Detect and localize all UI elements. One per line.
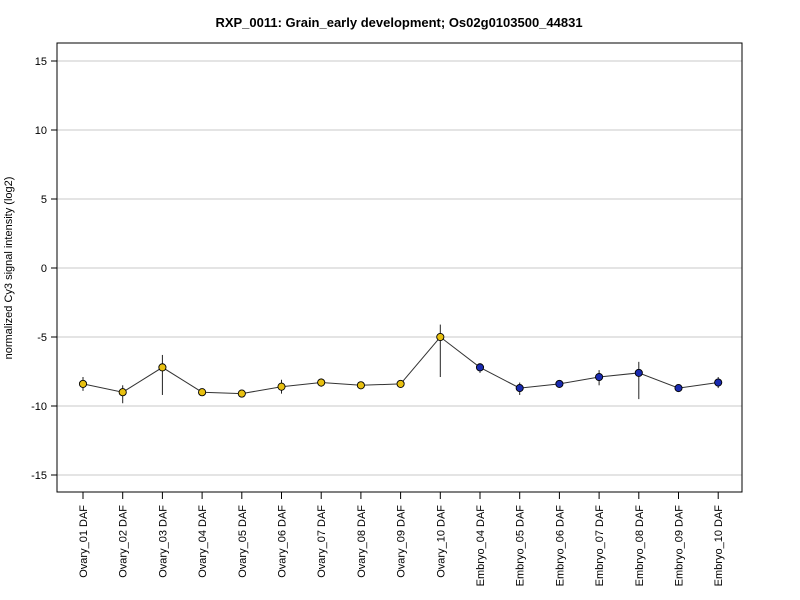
- x-tick-label: Ovary_04 DAF: [197, 505, 209, 578]
- x-tick-label: Ovary_07 DAF: [316, 505, 328, 578]
- data-point: [475, 363, 485, 372]
- data-point: [198, 388, 207, 397]
- data-point: [595, 372, 604, 382]
- data-point: [396, 379, 405, 388]
- x-tick-label: Embryo_06 DAF: [554, 505, 566, 587]
- x-tick-label: Embryo_07 DAF: [594, 505, 606, 587]
- y-tick-label: 5: [41, 194, 47, 206]
- y-tick-label: -10: [31, 401, 47, 413]
- x-tick-label: Ovary_06 DAF: [277, 505, 289, 578]
- y-tick-label: -5: [37, 332, 47, 344]
- x-tick-label: Embryo_09 DAF: [674, 505, 686, 587]
- y-tick-label: -15: [31, 470, 47, 482]
- x-tick-label: Embryo_05 DAF: [515, 505, 527, 587]
- data-point: [674, 384, 683, 393]
- chart-title: RXP_0011: Grain_early development; Os02g…: [215, 15, 582, 30]
- data-point: [317, 378, 326, 387]
- x-tick-label: Embryo_10 DAF: [713, 505, 725, 587]
- data-point: [158, 363, 167, 372]
- x-tick-label: Ovary_03 DAF: [157, 505, 169, 578]
- x-tick-label: Embryo_08 DAF: [634, 505, 646, 587]
- y-tick-label: 10: [35, 125, 47, 137]
- x-tick-label: Ovary_10 DAF: [435, 505, 447, 578]
- y-tick-label: 0: [41, 263, 47, 275]
- data-point: [634, 368, 643, 377]
- data-point: [714, 378, 723, 387]
- data-point: [356, 381, 365, 390]
- data-point: [237, 389, 246, 398]
- data-point: [277, 382, 286, 391]
- data-point: [515, 384, 524, 393]
- x-tick-label: Ovary_09 DAF: [396, 505, 408, 578]
- y-axis: 15 10 5 0 -5 -10 -15: [31, 56, 57, 482]
- x-tick-label: Ovary_05 DAF: [237, 505, 249, 578]
- series: [78, 324, 723, 404]
- x-tick-label: Ovary_01 DAF: [78, 505, 90, 578]
- data-point: [118, 388, 127, 397]
- y-axis-label: normalized Cy3 signal intensity (log2): [3, 177, 15, 360]
- x-tick-label: Ovary_02 DAF: [118, 505, 130, 578]
- x-tick-label: Embryo_04 DAF: [475, 505, 487, 587]
- x-axis: Ovary_01 DAF Ovary_02 DAF Ovary_03 DAF Ovar…: [78, 492, 725, 586]
- grid-lines: [57, 60, 742, 476]
- x-tick-label: Ovary_08 DAF: [356, 505, 368, 578]
- y-tick-label: 15: [35, 56, 47, 68]
- data-point: [78, 379, 88, 388]
- data-point: [436, 332, 445, 342]
- data-point: [555, 379, 564, 388]
